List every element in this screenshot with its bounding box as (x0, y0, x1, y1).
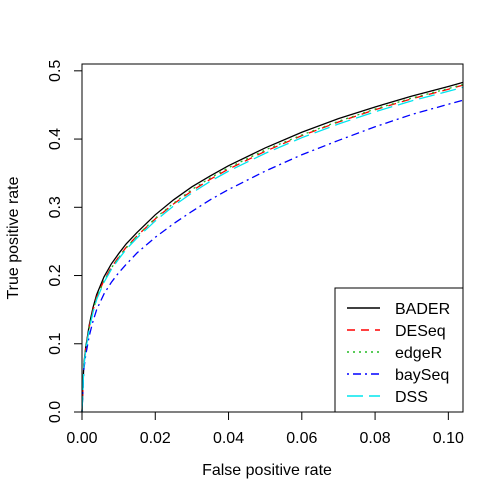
series-layer (81, 81, 464, 413)
y-tick-label: 0.0 (47, 401, 64, 423)
y-tick-label: 0.5 (47, 60, 64, 82)
legend-label-bayseq: baySeq (395, 367, 449, 384)
y-tick-label: 0.1 (47, 333, 64, 355)
legend-label-deseq: DESeq (395, 323, 446, 340)
series-line-dss (81, 86, 464, 413)
legend: BADER DESeq edgeR baySeq DSS (334, 287, 464, 413)
y-tick-label: 0.2 (47, 264, 64, 286)
x-tick-label: 0.04 (213, 430, 244, 447)
x-tick-label: 0.10 (433, 430, 464, 447)
x-tick-label: 0.00 (66, 430, 97, 447)
x-tick-label: 0.08 (360, 430, 391, 447)
x-tick-label: 0.02 (140, 430, 171, 447)
x-tick-label: 0.06 (286, 430, 317, 447)
y-tick-label: 0.4 (47, 128, 64, 150)
legend-label-dss: DSS (395, 389, 428, 406)
legend-label-bader: BADER (395, 301, 450, 318)
series-line-bayseq (81, 99, 464, 413)
x-axis-title: False positive rate (202, 462, 332, 479)
y-axis-title: True positive rate (5, 176, 22, 299)
y-tick-label: 0.3 (47, 196, 64, 218)
series-line-deseq (81, 84, 464, 413)
legend-label-edger: edgeR (395, 345, 442, 362)
y-axis: 0.0 0.1 0.2 0.3 0.4 0.5 (47, 60, 83, 423)
